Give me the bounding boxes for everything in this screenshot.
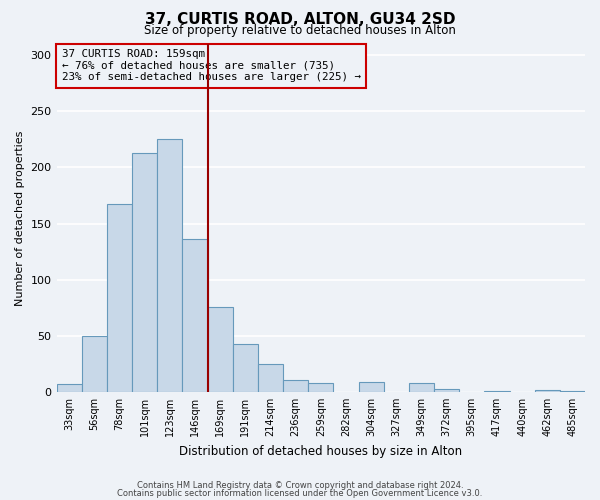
Bar [283, 380, 308, 392]
Bar [308, 383, 334, 392]
Bar [258, 364, 283, 392]
Bar [82, 336, 107, 392]
Bar [409, 383, 434, 392]
Text: Size of property relative to detached houses in Alton: Size of property relative to detached ho… [144, 24, 456, 37]
Bar [535, 390, 560, 392]
Text: Contains HM Land Registry data © Crown copyright and database right 2024.: Contains HM Land Registry data © Crown c… [137, 481, 463, 490]
Text: Contains public sector information licensed under the Open Government Licence v3: Contains public sector information licen… [118, 488, 482, 498]
Bar [56, 384, 82, 392]
Bar [208, 306, 233, 392]
Bar [560, 391, 585, 392]
Bar [157, 140, 182, 392]
Bar [484, 391, 509, 392]
Text: 37, CURTIS ROAD, ALTON, GU34 2SD: 37, CURTIS ROAD, ALTON, GU34 2SD [145, 12, 455, 26]
X-axis label: Distribution of detached houses by size in Alton: Distribution of detached houses by size … [179, 444, 463, 458]
Bar [182, 240, 208, 392]
Bar [434, 388, 459, 392]
Y-axis label: Number of detached properties: Number of detached properties [15, 130, 25, 306]
Bar [132, 153, 157, 392]
Text: 37 CURTIS ROAD: 159sqm
← 76% of detached houses are smaller (735)
23% of semi-de: 37 CURTIS ROAD: 159sqm ← 76% of detached… [62, 49, 361, 82]
Bar [233, 344, 258, 392]
Bar [359, 382, 383, 392]
Bar [107, 204, 132, 392]
